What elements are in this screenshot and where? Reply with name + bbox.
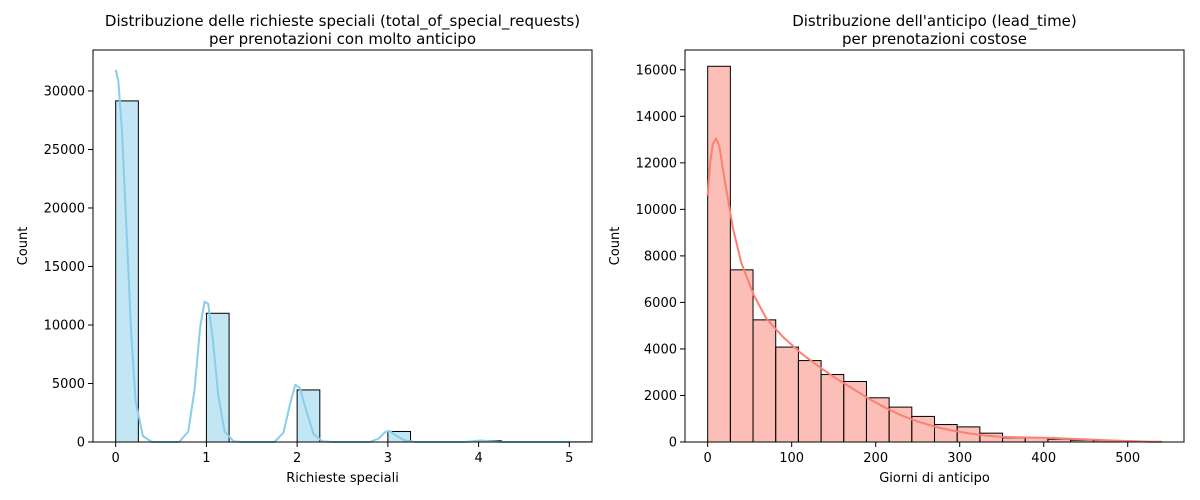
histogram-bar: [707, 65, 731, 443]
x-tick-label: 1: [202, 451, 210, 466]
x-tick-label: 0: [112, 451, 120, 466]
x-axis-label: Richieste speciali: [286, 471, 399, 486]
histogram-bar: [820, 374, 845, 443]
x-axis-label: Giorni di anticipo: [879, 471, 990, 486]
y-tick-label: 30000: [44, 84, 85, 99]
x-tick-label: 400: [1031, 451, 1056, 466]
y-axis-label: Count: [608, 227, 623, 266]
y-tick-label: 14000: [636, 110, 677, 125]
y-tick-label: 25000: [44, 143, 85, 158]
chart-title: Distribuzione dell'anticipo (lead_time) p…: [792, 12, 1077, 48]
histogram-bar: [205, 312, 230, 443]
chart-panel-special-requests: Distribuzione delle richieste speciali (…: [16, 12, 593, 486]
x-tick-label: 4: [474, 451, 482, 466]
histogram-bar: [1002, 437, 1026, 443]
y-tick-label: 0: [77, 436, 85, 451]
histogram-bar: [729, 269, 754, 443]
kde-line: [114, 69, 570, 443]
chart-title: Distribuzione delle richieste speciali (…: [105, 12, 580, 48]
y-tick-label: 15000: [44, 260, 85, 275]
x-tick-label: 3: [384, 451, 392, 466]
x-tick-label: 500: [1115, 451, 1140, 466]
y-tick-label: 20000: [44, 201, 85, 216]
plot-frame: [684, 49, 1185, 443]
y-tick-label: 2000: [644, 389, 677, 404]
y-axis-label: Count: [16, 227, 31, 266]
y-tick-label: 8000: [644, 249, 677, 264]
y-tick-label: 10000: [44, 318, 85, 333]
y-tick-label: 0: [669, 436, 677, 451]
x-tick-label: 200: [863, 451, 888, 466]
y-tick-label: 10000: [636, 203, 677, 218]
kde-line: [706, 137, 1162, 443]
plot-frame: [92, 49, 593, 443]
y-tick-label: 4000: [644, 342, 677, 357]
histogram-bar: [752, 319, 777, 443]
x-tick-label: 5: [565, 451, 573, 466]
histogram-bar: [775, 346, 799, 443]
x-tick-label: 300: [947, 451, 972, 466]
y-tick-label: 6000: [644, 296, 677, 311]
histogram-bar: [888, 406, 913, 443]
x-tick-label: 0: [704, 451, 712, 466]
x-tick-label: 2: [293, 451, 301, 466]
y-tick-label: 5000: [52, 377, 85, 392]
histogram-bar: [797, 360, 822, 443]
y-tick-label: 12000: [636, 156, 677, 171]
y-tick-label: 16000: [636, 63, 677, 78]
x-tick-label: 100: [779, 451, 804, 466]
chart-panel-lead-time: Distribuzione dell'anticipo (lead_time) p…: [608, 12, 1185, 486]
